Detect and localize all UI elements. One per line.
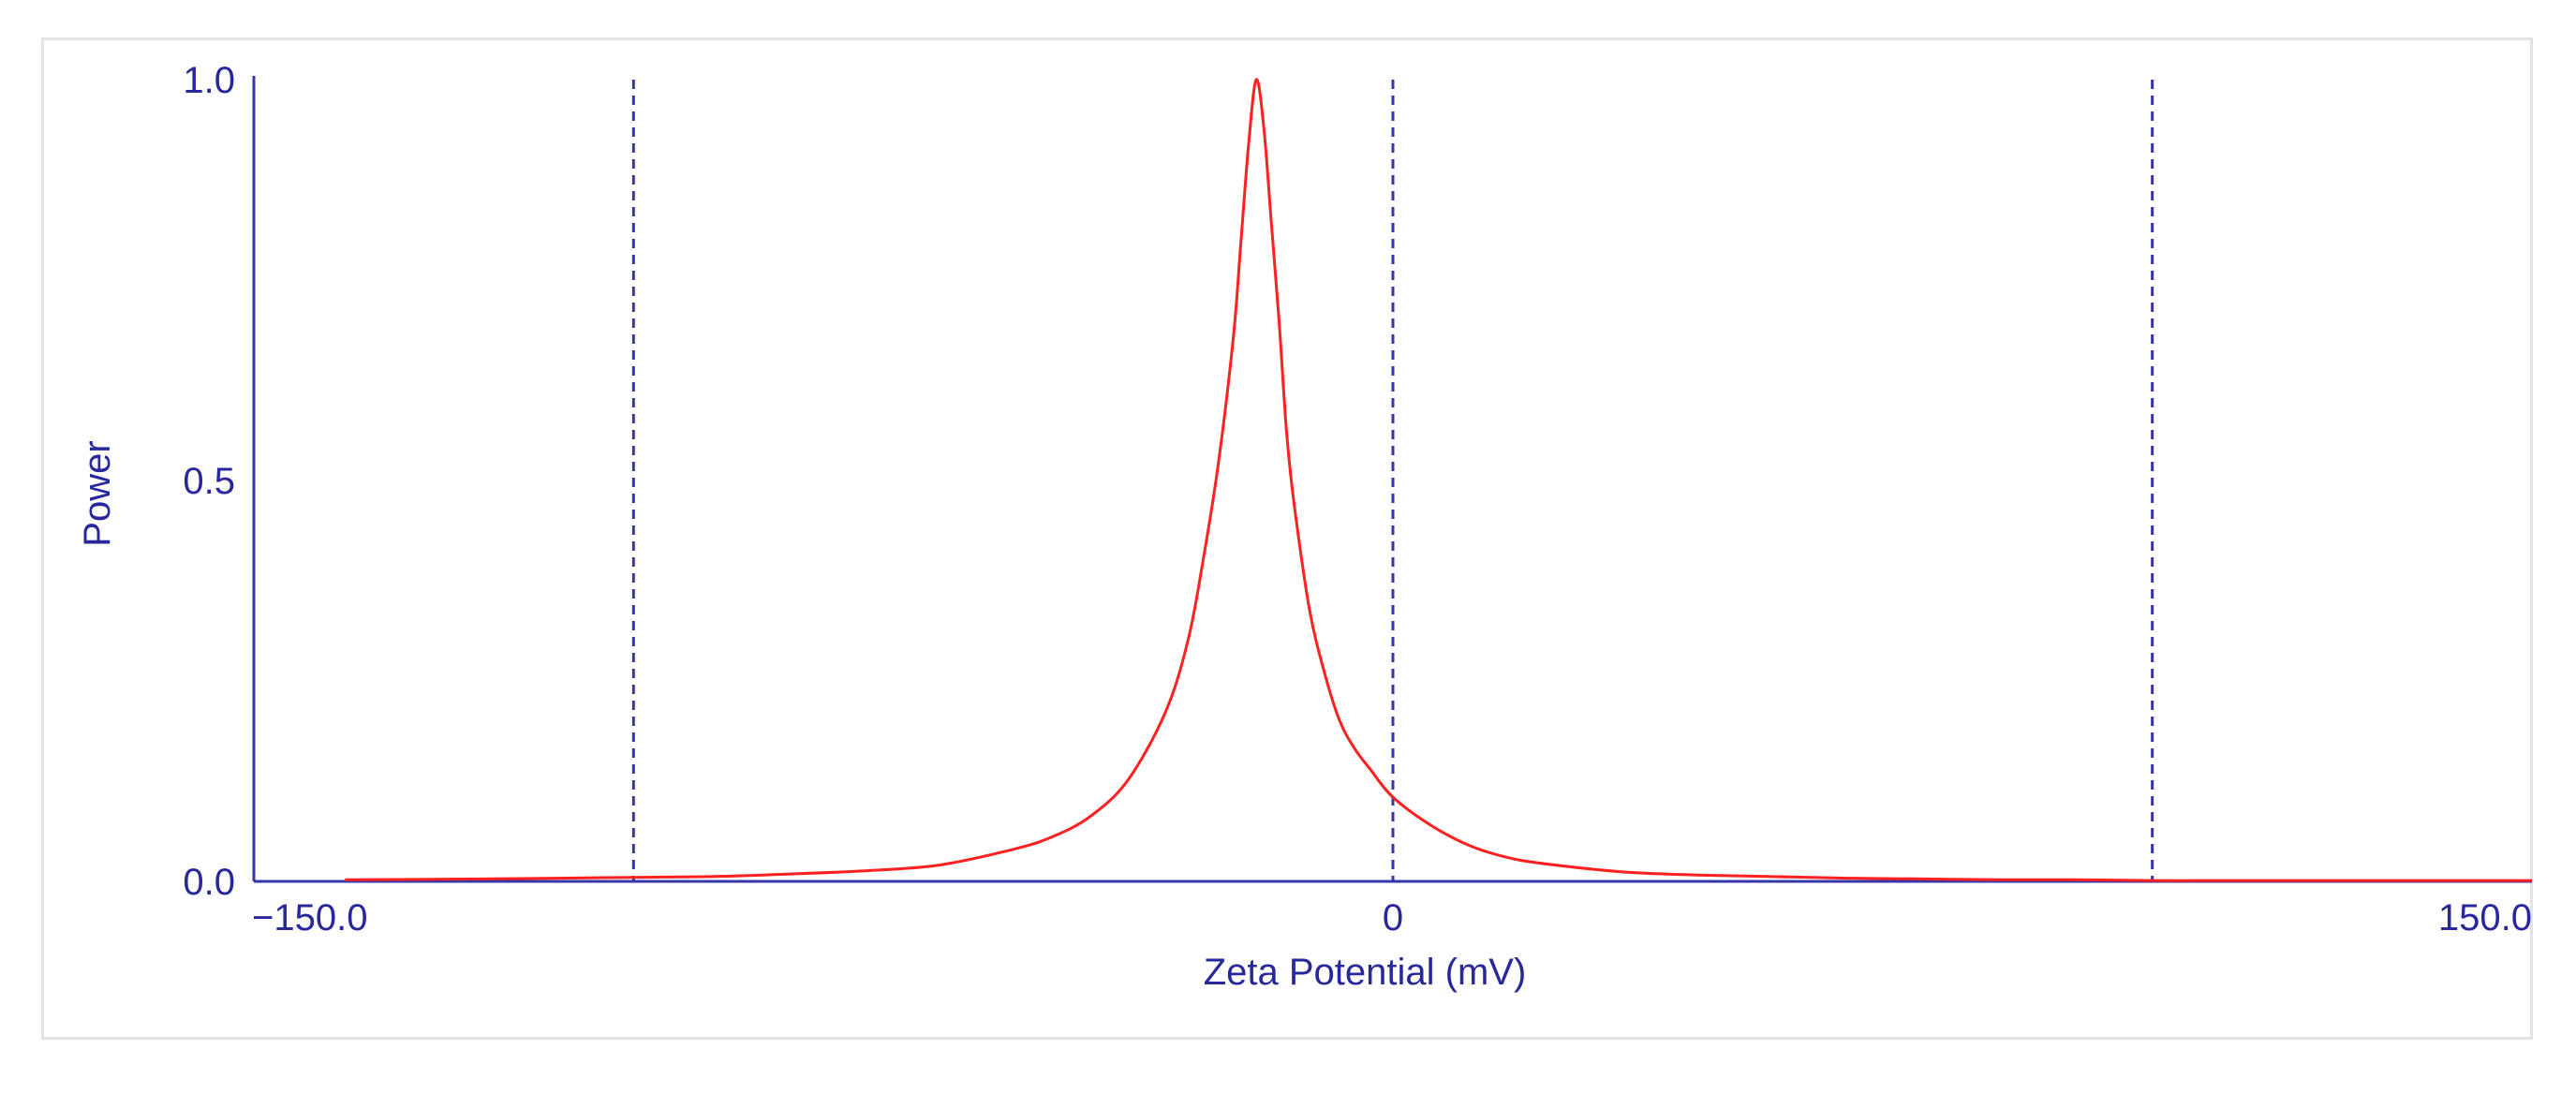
x-tick-label: 150.0 xyxy=(2438,897,2532,939)
x-axis-label: Zeta Potential (mV) xyxy=(1204,952,1527,993)
reference-lines xyxy=(631,80,2154,881)
x-tick-labels: −150.0 0 150.0 xyxy=(252,897,2532,939)
x-tick-label: 0 xyxy=(1383,897,1403,939)
y-tick-label: 1.0 xyxy=(183,60,235,101)
y-tick-labels: 0.0 0.5 1.0 xyxy=(183,60,235,903)
zeta-potential-curve xyxy=(345,78,2532,882)
y-axis-label: Power xyxy=(77,440,118,546)
y-tick-label: 0.5 xyxy=(183,461,235,502)
zeta-potential-chart: 0.0 0.5 1.0 −150.0 0 150.0 Power Zeta Potent… xyxy=(77,60,2532,993)
y-tick-label: 0.0 xyxy=(183,862,235,903)
chart-frame: 0.0 0.5 1.0 −150.0 0 150.0 Power Zeta Potent… xyxy=(41,37,2533,1040)
x-tick-label: −150.0 xyxy=(252,897,367,939)
